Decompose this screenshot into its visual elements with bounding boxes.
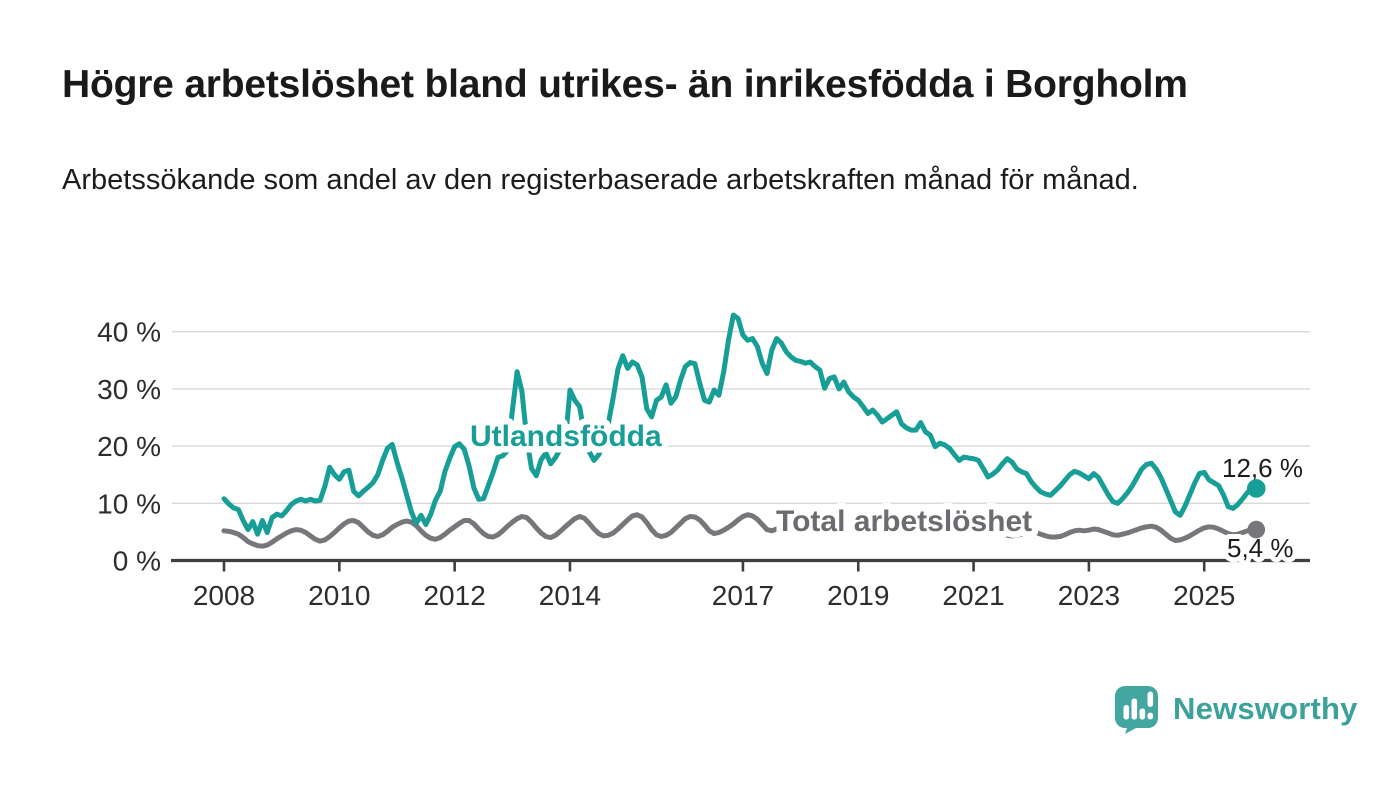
- x-tick-label: 2008: [193, 580, 255, 611]
- series-line-utlandsfodda: [221, 312, 1255, 537]
- end-dot-total: [1247, 520, 1266, 539]
- chart-subtitle: Arbetssökande som andel av den registerb…: [62, 164, 1139, 196]
- series-line-total: [221, 512, 1255, 549]
- branding: Newsworthy: [1113, 685, 1358, 734]
- series-label-utlandsfodda: Utlandsfödda: [470, 420, 662, 453]
- chart-title: Högre arbetslöshet bland utrikes- än inr…: [62, 63, 1188, 106]
- x-tick-label: 2010: [308, 580, 370, 611]
- x-tick-label: 2025: [1173, 580, 1235, 611]
- newsworthy-logo-icon: [1115, 686, 1158, 734]
- series-label-total: Total arbetslöshet: [776, 505, 1032, 538]
- x-tick-label: 2021: [942, 580, 1004, 611]
- x-tick-label: 2019: [827, 580, 889, 611]
- y-tick-label: 0 %: [113, 546, 161, 577]
- end-value-label-total: 5,4 %: [1227, 533, 1294, 563]
- y-tick-label: 20 %: [97, 431, 161, 462]
- end-value-label-utlandsfodda: 12,6 %: [1222, 453, 1303, 483]
- y-tick-label: 40 %: [97, 317, 161, 348]
- y-tick-label: 30 %: [97, 374, 161, 405]
- brand-wordmark: Newsworthy: [1173, 691, 1358, 726]
- x-tick-label: 2017: [712, 580, 774, 611]
- x-tick-label: 2023: [1058, 580, 1120, 611]
- x-tick-label: 2012: [423, 580, 485, 611]
- y-tick-label: 10 %: [97, 488, 161, 519]
- end-dot-utlandsfodda: [1246, 479, 1266, 498]
- x-tick-label: 2014: [539, 580, 601, 611]
